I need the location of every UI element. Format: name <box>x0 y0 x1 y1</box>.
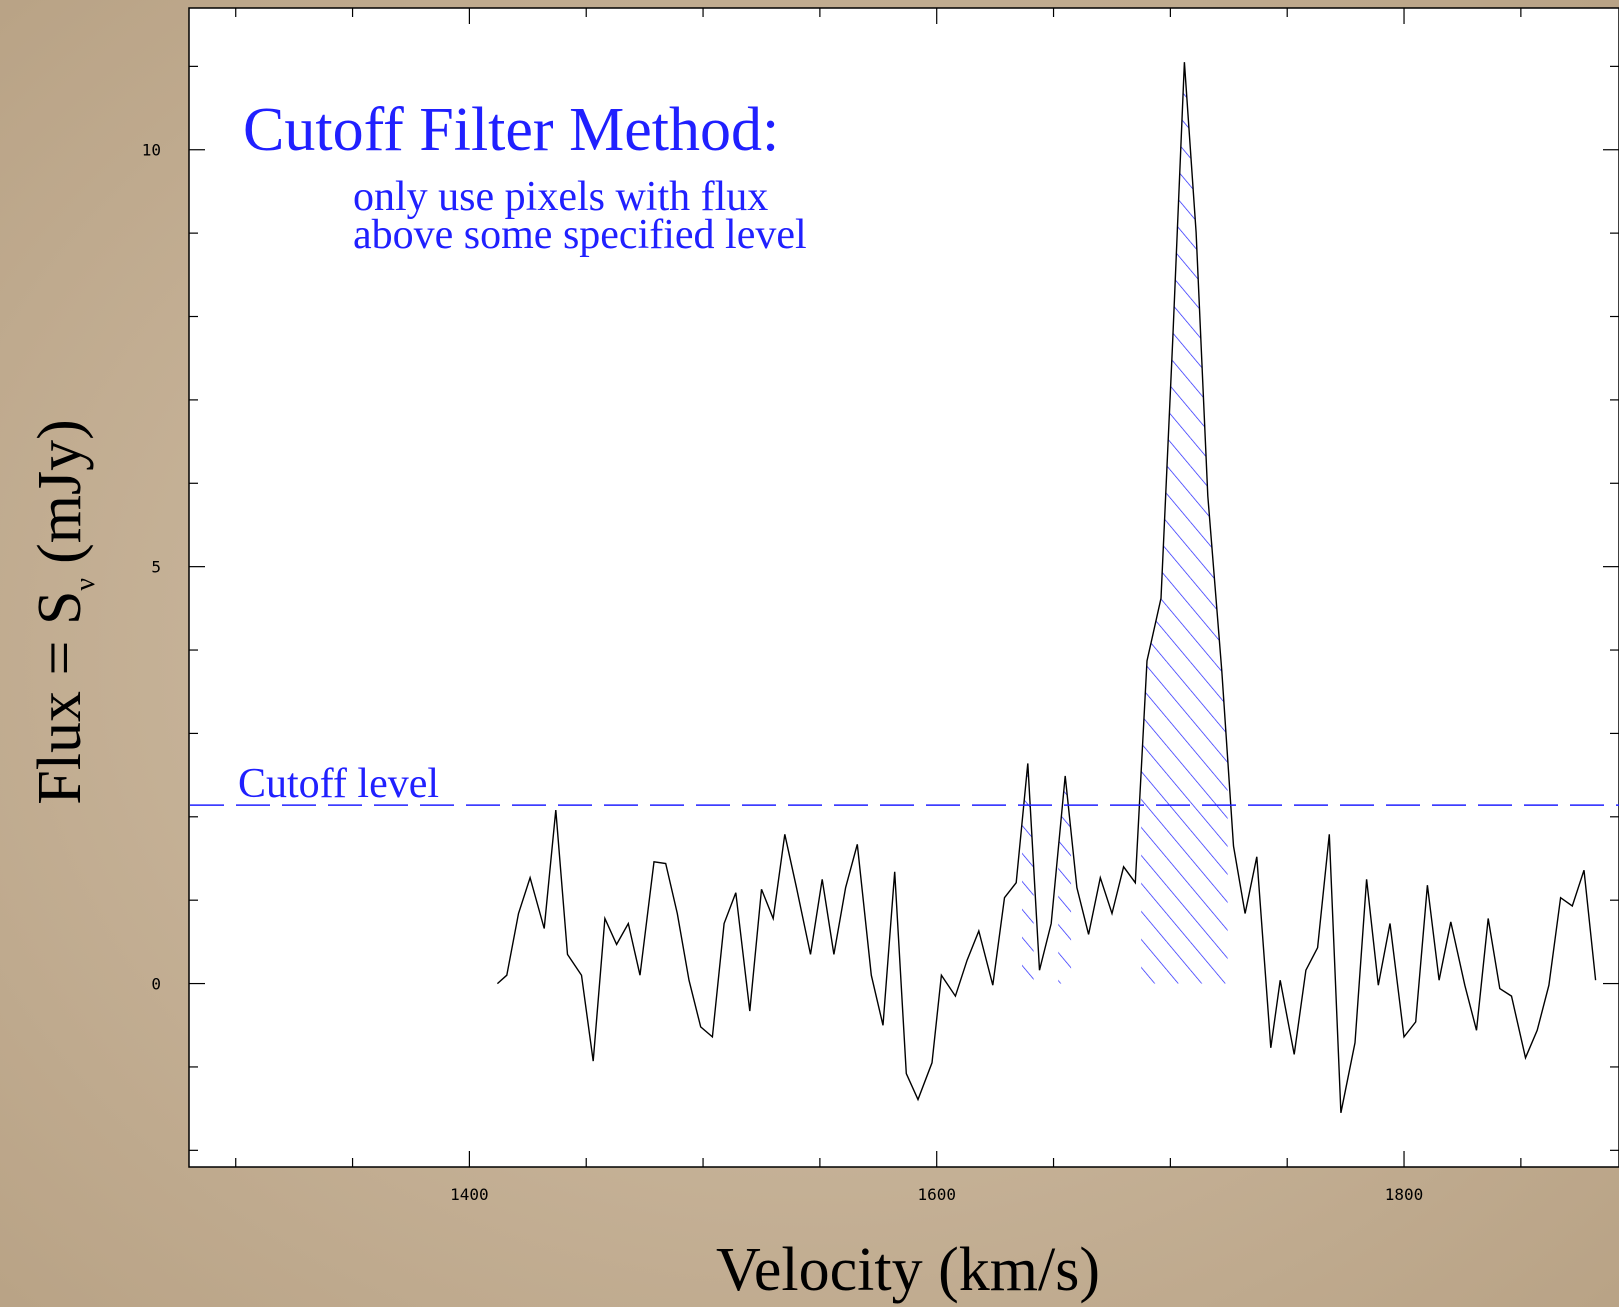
y-label-sub: ν <box>70 578 101 591</box>
chart-title: Cutoff Filter Method: <box>243 96 779 164</box>
subtitle-line: only use pixels with flux <box>353 174 768 220</box>
hatched-channel <box>1201 364 1215 984</box>
x-axis-label: Velocity (km/s) <box>716 1236 1100 1304</box>
hatched-channel <box>1166 201 1179 984</box>
hatched-channel <box>1178 62 1191 984</box>
hatched-channel <box>1058 775 1072 984</box>
y-tick-label: 10 <box>142 141 161 160</box>
spectrum-line <box>496 62 1597 1113</box>
subtitle-line: above some specified level <box>353 212 807 258</box>
y-label-main: Flux = S <box>26 591 94 805</box>
x-tick-label: 1400 <box>450 1185 489 1204</box>
hatched-channel <box>1214 583 1228 984</box>
y-axis-label: Flux = Sν (mJy) <box>26 419 101 804</box>
y-tick-label: 5 <box>151 558 161 577</box>
y-tick-label: 0 <box>151 975 161 994</box>
x-tick-label: 1600 <box>917 1185 956 1204</box>
annotation: Cutoff level <box>238 761 439 807</box>
hatched-channel <box>1154 469 1167 984</box>
hatched-channel <box>1190 147 1202 984</box>
y-label-unit: (mJy) <box>26 419 94 564</box>
x-tick-label: 1800 <box>1385 1185 1424 1204</box>
